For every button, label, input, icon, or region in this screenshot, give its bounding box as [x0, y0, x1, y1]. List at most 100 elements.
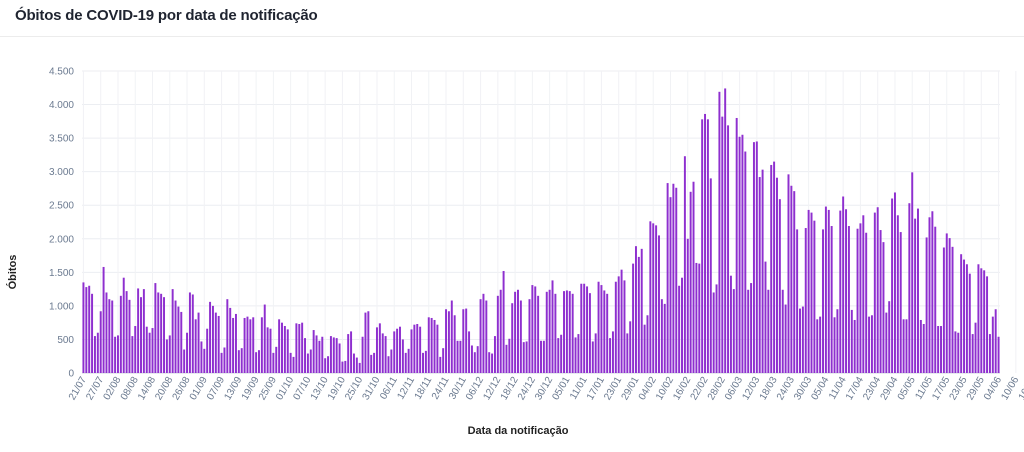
bar [977, 264, 980, 373]
bar [542, 340, 545, 373]
y-tick-label: 1.500 [49, 268, 74, 279]
bar [91, 293, 94, 373]
bar [96, 332, 99, 373]
bar [727, 125, 730, 373]
bar [148, 332, 151, 373]
bar [692, 181, 695, 373]
bar [237, 350, 240, 373]
bar [459, 340, 462, 373]
x-tick-label: 16/06 [1017, 375, 1024, 403]
bar [508, 338, 511, 373]
bar [568, 291, 571, 373]
bar [790, 185, 793, 373]
bar [298, 324, 301, 373]
bar [108, 299, 111, 373]
bar [807, 209, 810, 373]
bar [338, 343, 341, 373]
bar [364, 312, 367, 373]
bar [350, 331, 353, 373]
bar [701, 119, 704, 373]
bar [99, 311, 102, 373]
bar [709, 178, 712, 373]
bar [554, 293, 557, 373]
bar [672, 183, 675, 373]
bar [381, 333, 384, 373]
bar [327, 356, 330, 373]
bar [315, 335, 318, 373]
bar [502, 270, 505, 373]
bar [678, 285, 681, 373]
bar [482, 293, 485, 373]
bar [255, 352, 258, 373]
bar [893, 192, 896, 373]
bar [718, 91, 721, 374]
bar [663, 303, 666, 373]
x-tick-label: 05/01 [550, 375, 572, 403]
bar [758, 177, 761, 373]
bar [994, 309, 997, 373]
bar [373, 352, 376, 373]
bar [761, 169, 764, 373]
bar [122, 277, 125, 373]
chart-title: Óbitos de COVID-19 por data de notificaç… [15, 7, 318, 24]
bar [419, 326, 422, 373]
bar [626, 333, 629, 373]
bar [519, 300, 522, 373]
bar [660, 299, 663, 373]
bar [93, 336, 96, 373]
bar [580, 283, 583, 373]
bar [479, 299, 482, 373]
bar [211, 305, 214, 373]
bar [361, 336, 364, 373]
bar [669, 197, 672, 373]
bar [450, 300, 453, 373]
bar [393, 331, 396, 373]
bar [341, 361, 344, 373]
bar [243, 317, 246, 373]
bar [706, 119, 709, 373]
bar [747, 289, 750, 373]
bar [721, 116, 724, 373]
bar [174, 300, 177, 373]
bar [704, 113, 707, 373]
bar [514, 291, 517, 373]
bar [551, 280, 554, 373]
bar [683, 156, 686, 373]
bar [517, 289, 519, 373]
bar [329, 336, 332, 373]
bar [629, 321, 632, 373]
bar [499, 289, 502, 373]
bar [646, 315, 649, 373]
bar [283, 326, 286, 373]
bar [416, 324, 419, 373]
bar [485, 300, 488, 373]
bar [433, 319, 436, 373]
bar [937, 326, 940, 373]
bar [352, 353, 355, 373]
bar [191, 294, 194, 373]
bar [266, 327, 269, 373]
bar [424, 350, 427, 373]
bar [827, 209, 830, 373]
bar [770, 164, 773, 373]
bar [142, 289, 145, 373]
bar [603, 290, 606, 373]
bar [917, 208, 919, 373]
bar [836, 309, 839, 373]
bar [488, 352, 491, 373]
bar [810, 212, 813, 373]
bar [223, 347, 226, 373]
bar [856, 228, 859, 373]
y-tick-label: 3.000 [49, 167, 74, 178]
bar [954, 331, 957, 373]
y-tick-label: 3.500 [49, 134, 74, 145]
bar [925, 237, 928, 373]
bar [845, 209, 848, 373]
bar [750, 283, 753, 373]
bar [378, 323, 381, 373]
bar [862, 215, 865, 373]
bar [563, 291, 565, 373]
bar [942, 247, 945, 373]
bar [891, 198, 894, 373]
bar [600, 285, 603, 373]
